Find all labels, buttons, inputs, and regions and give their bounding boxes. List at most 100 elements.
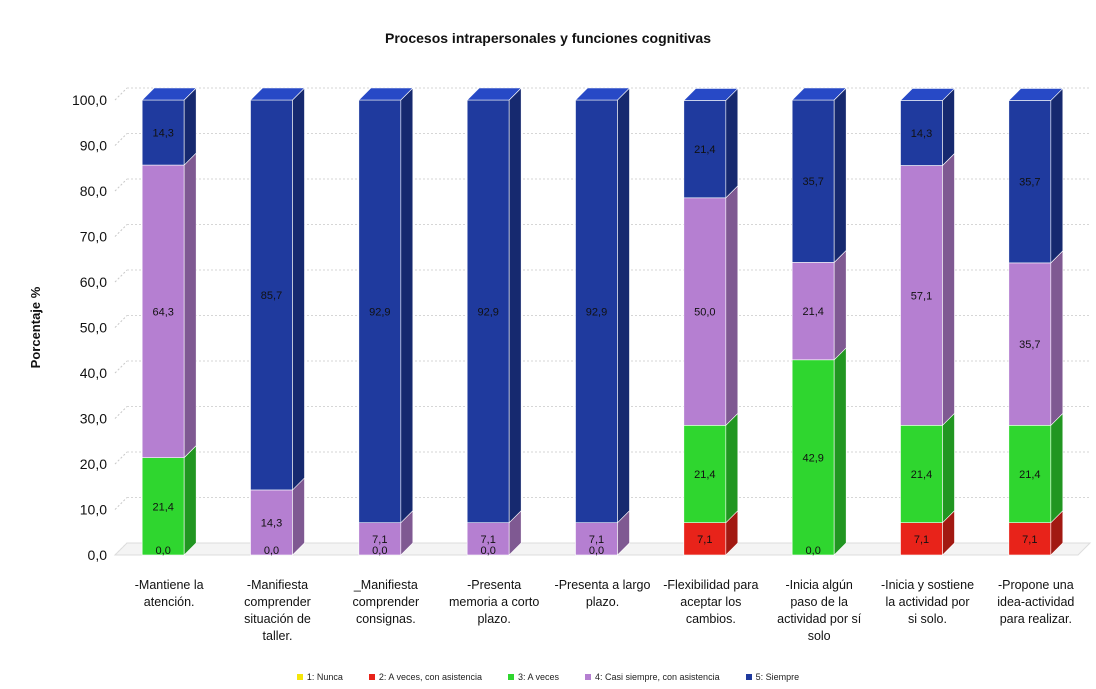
data-label: 35,7	[802, 176, 823, 188]
data-label: 35,7	[1019, 339, 1040, 351]
bar-side	[725, 185, 739, 427]
x-tick-label: la actividad por	[885, 595, 969, 609]
data-label: 14,3	[152, 128, 173, 140]
bar-face	[900, 165, 943, 426]
bar-side	[833, 347, 847, 556]
x-tick-label: atención.	[144, 595, 195, 609]
legend-swatch	[745, 674, 752, 680]
bar-face	[575, 99, 618, 523]
bar-side	[1050, 87, 1064, 264]
x-tick-label: plazo.	[477, 612, 510, 626]
x-tick-label: plazo.	[586, 595, 619, 609]
x-tick-label: -Mantiene la	[135, 578, 204, 592]
gridline-diag	[114, 178, 128, 192]
bar-face	[683, 100, 727, 199]
x-tick-label: -Inicia algún	[785, 578, 852, 592]
chart-legend: 1: Nunca 2: A veces, con asistencia 3: A v…	[0, 672, 1096, 682]
x-tick-label: comprender	[352, 595, 419, 609]
bar-side	[942, 412, 955, 524]
bar-face	[466, 522, 510, 556]
x-tick-label: -Flexibilidad para	[663, 578, 758, 592]
bar-top	[466, 87, 522, 101]
bar-face	[250, 99, 293, 491]
bar-side	[942, 152, 955, 427]
data-label: 21,4	[694, 144, 715, 156]
data-label: 7,1	[697, 534, 712, 546]
y-tick-label: 20,0	[80, 456, 107, 472]
bar-face	[1008, 262, 1052, 426]
x-tick-label: memoria a corto	[449, 595, 539, 609]
data-label: 7,1	[481, 534, 496, 546]
bar-segment	[141, 444, 197, 556]
legend-item: 1: Nunca	[296, 672, 343, 682]
bar-top	[899, 88, 956, 101]
bar-face	[466, 99, 510, 523]
bar-face	[683, 197, 727, 426]
data-label: 0,0	[481, 545, 496, 557]
bar-face	[141, 164, 185, 458]
bar-segment	[900, 412, 955, 524]
bar-segment	[1008, 412, 1064, 524]
bar-face	[683, 425, 727, 523]
bar-side	[508, 87, 522, 524]
data-label: 7,1	[914, 534, 929, 546]
data-label: 14,3	[261, 517, 282, 529]
gridline-diag	[114, 224, 128, 237]
data-label: 21,4	[694, 469, 715, 481]
bar-segment	[1008, 250, 1064, 427]
data-label: 42,9	[802, 452, 823, 464]
bar-top	[249, 87, 306, 101]
bar-top	[1008, 88, 1064, 101]
x-tick-label: -Inicia y sostiene	[881, 578, 974, 592]
x-tick-label: _Manifiesta	[353, 578, 418, 592]
x-tick-label: situación de	[244, 612, 311, 626]
bar-top	[683, 88, 739, 101]
data-label: 64,3	[152, 306, 173, 318]
x-tick-label: -Propone una	[998, 578, 1074, 592]
x-tick-label: solo	[808, 629, 831, 643]
bar-top	[791, 87, 847, 101]
bar-segment	[1008, 509, 1064, 556]
bar-segment	[791, 347, 847, 556]
x-tick-label: actividad por sí	[777, 612, 862, 626]
legend-swatch	[296, 674, 303, 680]
data-label: 21,4	[1019, 469, 1040, 481]
bar-face	[141, 457, 185, 556]
bar-side	[833, 87, 847, 264]
y-tick-label: 60,0	[80, 274, 107, 290]
y-tick-label: 30,0	[80, 411, 107, 427]
bar-side	[617, 87, 630, 524]
bar-side	[400, 87, 414, 524]
data-label: 35,7	[1019, 177, 1040, 189]
bar-segment	[683, 185, 739, 427]
bar-face	[683, 522, 727, 556]
bar-segment	[683, 87, 739, 199]
data-label: 92,9	[369, 306, 390, 318]
y-tick-label: 70,0	[80, 229, 107, 245]
bar-segment	[250, 477, 305, 556]
legend-label: 3: A veces	[517, 672, 560, 682]
x-tick-label: -Presenta a largo	[555, 578, 651, 592]
bar-segment	[900, 152, 955, 427]
x-tick-label: taller.	[263, 629, 293, 643]
bar-top	[358, 87, 414, 101]
bar-segment	[141, 152, 197, 459]
bar-segment	[575, 87, 630, 524]
bar-segment	[1008, 87, 1064, 264]
bar-segment	[466, 509, 522, 556]
data-label: 21,4	[152, 501, 173, 513]
bar-side	[183, 87, 197, 166]
bar-segment	[791, 249, 847, 361]
legend-item: 3: A veces	[507, 672, 560, 682]
data-label: 7,1	[1022, 534, 1037, 546]
y-axis-label: Porcentaje %	[28, 286, 43, 368]
gridline-diag	[114, 360, 128, 374]
bar-side	[833, 249, 847, 361]
data-label: 0,0	[372, 545, 387, 557]
legend-item: 4: Casi siempre, con asistencia	[585, 672, 720, 682]
x-tick-label: -Presenta	[467, 578, 521, 592]
gridline-diag	[114, 269, 128, 283]
data-label: 92,9	[477, 306, 498, 318]
legend-label: 4: Casi siempre, con asistencia	[595, 672, 720, 682]
